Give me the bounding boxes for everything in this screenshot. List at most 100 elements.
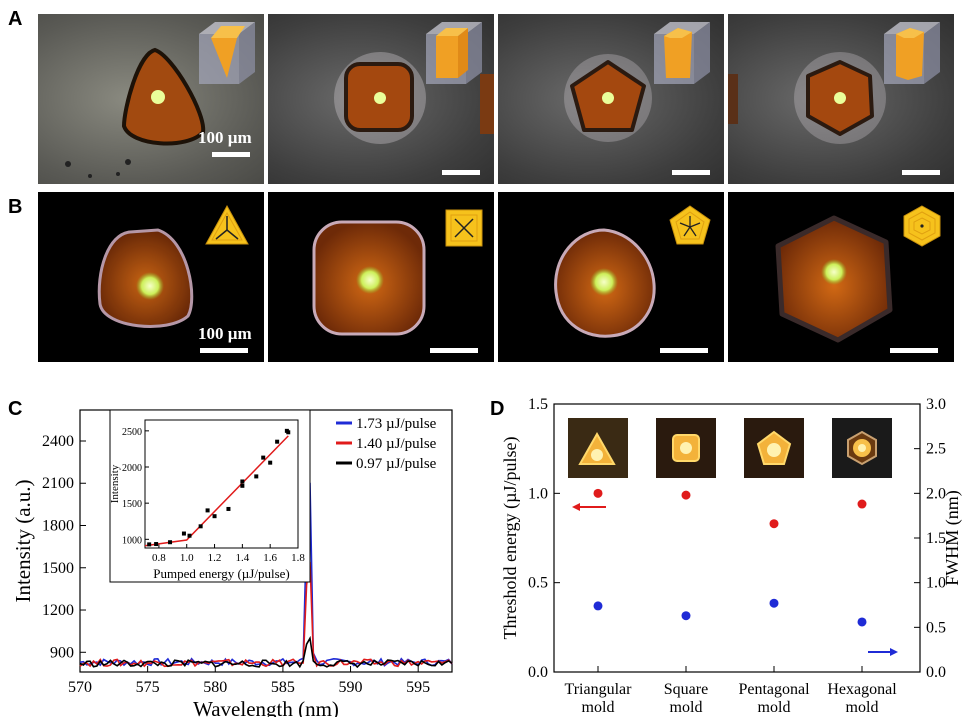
y-tick-label: 1500: [42, 560, 74, 577]
panel-label-b: B: [8, 196, 23, 218]
inset-data-point: [268, 460, 273, 465]
inset-x-tick-label: 0.8: [152, 552, 166, 564]
x-tick-label: Triangular: [565, 681, 633, 698]
data-point: [857, 499, 867, 509]
scale-label: 100 µm: [198, 324, 252, 343]
scale-bar: [660, 348, 708, 353]
inset-x-tick-label: 1.0: [180, 552, 194, 564]
photo-a-pentagonal: [498, 14, 724, 184]
scale-bar: [430, 348, 478, 353]
triangle-mold-icon: [205, 204, 249, 245]
data-point: [681, 490, 691, 500]
laser-spot: [602, 92, 614, 104]
y-right-axis-label: FWHM (nm): [942, 490, 963, 586]
x-tick-label: Pentagonal: [738, 681, 810, 698]
photo-a-hexagonal: [728, 14, 954, 184]
square-mold-icon: [445, 209, 483, 247]
inset-x-tick-label: 1.2: [208, 552, 222, 564]
x-tick-label: Square: [664, 681, 708, 698]
spectrum-line: [79, 635, 453, 669]
y-left-tick-label: 1.5: [528, 396, 548, 413]
chart-d-threshold: 0.0 0.5 1.0 1.5 0.0 0.5 1.0 1.5 2.0 2.5 3.0 Thresho…: [500, 396, 963, 716]
legend-label: 1.73 µJ/pulse: [356, 416, 437, 432]
data-point: [681, 611, 691, 621]
laser-spot: [356, 266, 384, 294]
laser-spot: [136, 272, 164, 300]
x-tick-label: mold: [846, 699, 879, 716]
inset-y-tick-label: 2000: [122, 463, 142, 474]
thumb-square: [656, 418, 716, 478]
x-tick-label: mold: [758, 699, 791, 716]
inset-data-point: [275, 439, 280, 444]
photo-b-square: [268, 192, 494, 362]
y-left-tick-label: 0.0: [528, 664, 548, 681]
inset-plot-frame: [144, 419, 299, 549]
inset-x-tick-label: 1.6: [263, 552, 277, 564]
scale-bar: [200, 348, 248, 353]
inset-fit-line: [144, 435, 289, 547]
scale-bar: [442, 170, 480, 175]
cube-pentagonal-icon: [654, 22, 710, 84]
laser-spot: [590, 268, 618, 296]
pentagon-mold-icon: [669, 205, 711, 245]
laser-spot: [834, 92, 846, 104]
inset-data-point: [198, 524, 203, 529]
inset-data-point: [240, 479, 245, 484]
right-axis-arrowhead: [890, 648, 898, 656]
inset-data-point: [261, 455, 266, 460]
x-axis-label: Wavelength (nm): [193, 697, 339, 717]
thumb-triangular: [568, 418, 628, 478]
scale-bar: [672, 170, 710, 175]
data-point: [593, 601, 603, 611]
photo-b-hexagonal: [728, 192, 954, 362]
x-tick-label: mold: [582, 699, 615, 716]
inset-y-axis-label: Intensity: [109, 464, 121, 503]
x-tick-label: 595: [406, 679, 430, 696]
legend-label: 1.40 µJ/pulse: [356, 436, 437, 452]
inset-x-tick-label: 1.8: [291, 552, 305, 564]
y-left-tick-label: 0.5: [528, 575, 548, 592]
x-tick-label: 590: [339, 679, 363, 696]
photo-b-pentagonal: [498, 192, 724, 362]
inset-data-point: [147, 542, 152, 547]
panel-label-c: C: [8, 398, 23, 420]
inset-data-point: [286, 430, 291, 435]
cube-square-icon: [426, 22, 482, 84]
x-tick-label: Hexagonal: [827, 681, 897, 698]
data-point: [769, 519, 779, 529]
y-right-tick-label: 1.0: [926, 575, 946, 592]
x-tick-label: 570: [68, 679, 92, 696]
x-tick-label: 580: [203, 679, 227, 696]
y-right-tick-label: 1.5: [926, 530, 946, 547]
inset-data-point: [168, 540, 173, 545]
inset-data-point: [254, 474, 259, 479]
inset-data-point: [226, 506, 231, 511]
y-axis-label: Intensity (a.u.): [11, 479, 35, 602]
spectrum-line: [79, 561, 453, 668]
x-tick-label: 585: [271, 679, 295, 696]
inset-data-point: [240, 483, 245, 488]
photo-a-triangular: 100 µm: [38, 14, 264, 184]
legend-label: 0.97 µJ/pulse: [356, 456, 437, 472]
photo-b-triangular: 100 µm: [38, 192, 264, 362]
inset-y-tick-label: 1000: [122, 535, 142, 546]
inset-data-point: [212, 514, 217, 519]
data-point: [593, 488, 603, 498]
left-axis-arrowhead: [572, 503, 580, 511]
panel-label-d: D: [490, 398, 505, 420]
inset-data-point: [154, 542, 159, 547]
y-tick-label: 1800: [42, 518, 74, 535]
y-right-tick-label: 3.0: [926, 396, 946, 413]
x-tick-label: mold: [670, 699, 703, 716]
y-left-tick-label: 1.0: [528, 485, 548, 502]
scale-bar: [212, 152, 250, 157]
inset-y-tick-label: 1500: [122, 499, 142, 510]
chart-c-spectra: 570 575 580 585 590 595 900 1200 1500 1800 2100 240…: [11, 409, 453, 717]
inset-x-tick-label: 1.4: [235, 552, 249, 564]
laser-spot: [374, 92, 386, 104]
scale-bar: [902, 170, 940, 175]
y-tick-label: 900: [50, 644, 74, 661]
hexagon-mold-icon: [903, 205, 941, 247]
cube-hexagonal-icon: [884, 22, 940, 84]
scale-bar: [890, 348, 938, 353]
